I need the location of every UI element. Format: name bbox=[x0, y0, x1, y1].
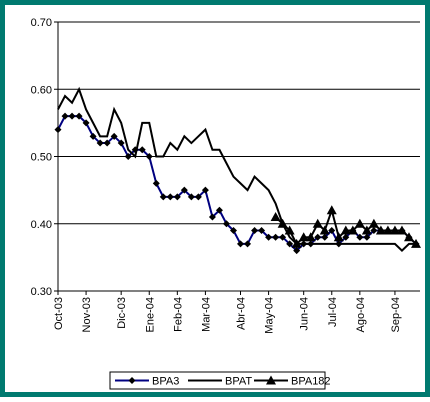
point-marker bbox=[244, 240, 252, 248]
point-marker bbox=[286, 240, 294, 248]
chart-area bbox=[5, 5, 425, 392]
point-marker bbox=[103, 139, 111, 147]
point-marker bbox=[187, 193, 195, 201]
y-tick-label: 0.30 bbox=[31, 286, 52, 298]
point-marker bbox=[251, 226, 259, 234]
point-marker bbox=[389, 225, 400, 235]
legend-label: BPA182 bbox=[291, 376, 331, 388]
point-marker bbox=[124, 153, 132, 160]
point-marker bbox=[166, 193, 174, 201]
point-marker bbox=[284, 225, 295, 235]
x-tick-label: Oct-03 bbox=[53, 297, 65, 330]
y-tick-label: 0.40 bbox=[31, 219, 52, 231]
x-tick-label: Ene-04 bbox=[144, 297, 156, 332]
point-marker bbox=[403, 232, 414, 242]
point-marker bbox=[82, 119, 90, 127]
point-marker bbox=[333, 232, 344, 242]
point-marker bbox=[117, 139, 125, 147]
x-tick-label: Jun-04 bbox=[299, 297, 311, 331]
point-marker bbox=[180, 186, 188, 194]
point-marker bbox=[145, 153, 153, 160]
point-marker bbox=[237, 240, 245, 248]
point-marker bbox=[321, 233, 329, 241]
x-tick-label: Sep-04 bbox=[390, 297, 402, 332]
legend-label: BPAT bbox=[225, 376, 252, 388]
legend-label: BPA3 bbox=[152, 376, 179, 388]
point-marker bbox=[96, 139, 104, 147]
point-marker bbox=[314, 233, 322, 241]
x-tick-label: May-04 bbox=[264, 297, 276, 334]
point-marker bbox=[361, 225, 372, 235]
point-marker bbox=[293, 247, 301, 255]
point-marker bbox=[277, 218, 288, 228]
point-marker bbox=[215, 206, 223, 214]
x-tick-label: Jul-04 bbox=[327, 297, 339, 327]
y-tick-label: 0.50 bbox=[31, 152, 52, 164]
point-marker bbox=[272, 233, 280, 241]
point-marker bbox=[75, 112, 83, 120]
point-marker bbox=[363, 233, 371, 241]
point-marker bbox=[411, 238, 421, 248]
point-marker bbox=[342, 233, 350, 241]
point-marker bbox=[68, 112, 76, 120]
point-marker bbox=[370, 226, 378, 234]
point-marker bbox=[258, 226, 266, 234]
point-marker bbox=[208, 213, 216, 221]
point-marker bbox=[356, 233, 364, 241]
legend-marker bbox=[266, 375, 276, 385]
point-marker bbox=[340, 225, 351, 235]
point-marker bbox=[61, 112, 69, 120]
x-tick-label: Ago-04 bbox=[355, 297, 367, 332]
point-marker bbox=[312, 218, 323, 228]
point-marker bbox=[229, 226, 237, 234]
point-marker bbox=[375, 225, 386, 235]
point-marker bbox=[319, 225, 330, 235]
point-marker bbox=[270, 212, 281, 222]
point-marker bbox=[279, 233, 287, 241]
x-tick-label: Nov-03 bbox=[81, 297, 93, 332]
point-marker bbox=[291, 238, 302, 248]
point-marker bbox=[194, 193, 202, 201]
point-marker bbox=[298, 232, 309, 242]
point-marker bbox=[159, 193, 167, 201]
point-marker bbox=[54, 126, 62, 134]
point-marker bbox=[354, 218, 365, 228]
series-line bbox=[57, 86, 416, 253]
x-tick-label: Mar-04 bbox=[200, 297, 212, 332]
point-marker bbox=[201, 186, 209, 194]
point-marker bbox=[382, 225, 393, 235]
point-marker bbox=[222, 220, 230, 228]
point-marker bbox=[89, 132, 97, 140]
x-tick-label: Feb-04 bbox=[172, 297, 184, 332]
point-marker bbox=[328, 226, 336, 234]
point-marker bbox=[138, 146, 146, 154]
point-marker bbox=[347, 225, 358, 235]
point-marker bbox=[265, 233, 273, 241]
point-marker bbox=[396, 225, 407, 235]
point-marker bbox=[173, 193, 181, 201]
y-tick-label: 0.70 bbox=[31, 17, 52, 29]
point-marker bbox=[368, 218, 379, 228]
y-tick-label: 0.60 bbox=[31, 84, 52, 96]
x-tick-label: Dic-03 bbox=[116, 297, 128, 329]
point-marker bbox=[326, 205, 337, 215]
point-marker bbox=[305, 232, 316, 242]
x-tick-label: Abr-04 bbox=[236, 297, 248, 330]
point-marker bbox=[152, 179, 160, 187]
point-marker bbox=[110, 132, 118, 140]
legend-marker bbox=[128, 377, 136, 384]
